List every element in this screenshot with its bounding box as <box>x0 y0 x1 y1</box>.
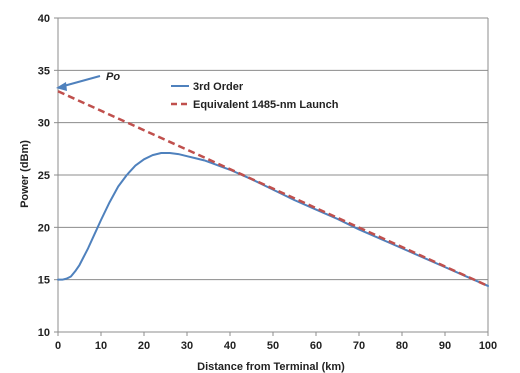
x-tick-label-20: 20 <box>138 340 150 352</box>
x-tick-label-60: 60 <box>310 340 322 352</box>
x-tick-label-0: 0 <box>55 340 61 352</box>
po-label: Po <box>106 71 120 83</box>
legend-label-3rd-order: 3rd Order <box>193 81 244 93</box>
x-tick-label-10: 10 <box>95 340 107 352</box>
x-tick-label-100: 100 <box>479 340 497 352</box>
series-line-3rd-order <box>57 152 489 287</box>
y-tick-label-30: 30 <box>38 118 50 130</box>
x-tick-label-50: 50 <box>267 340 279 352</box>
po-arrow-line <box>59 75 101 88</box>
y-tick-label-25: 25 <box>38 170 50 182</box>
series-layer <box>57 90 489 288</box>
annotation-po: Po <box>56 71 120 91</box>
legend-label-equivalent-launch: Equivalent 1485-nm Launch <box>193 99 339 111</box>
x-tick-label-90: 90 <box>439 340 451 352</box>
y-tick-label-10: 10 <box>38 327 50 339</box>
y-axis: 10 15 20 25 30 35 40 <box>38 13 58 339</box>
y-axis-title: Power (dBm) <box>19 140 31 208</box>
x-axis-title: Distance from Terminal (km) <box>197 361 345 373</box>
y-tick-label-40: 40 <box>38 13 50 25</box>
y-tick-label-20: 20 <box>38 222 50 234</box>
x-tick-label-30: 30 <box>181 340 193 352</box>
legend: 3rd Order Equivalent 1485-nm Launch <box>171 81 339 111</box>
x-axis: 0 10 20 30 40 50 60 70 80 90 100 <box>55 332 497 352</box>
x-tick-label-80: 80 <box>396 340 408 352</box>
y-tick-label-35: 35 <box>38 65 50 77</box>
po-arrow-head <box>56 82 67 91</box>
y-tick-label-15: 15 <box>38 275 50 287</box>
x-tick-label-40: 40 <box>224 340 236 352</box>
series-line-equivalent-launch <box>57 90 489 288</box>
x-tick-label-70: 70 <box>353 340 365 352</box>
